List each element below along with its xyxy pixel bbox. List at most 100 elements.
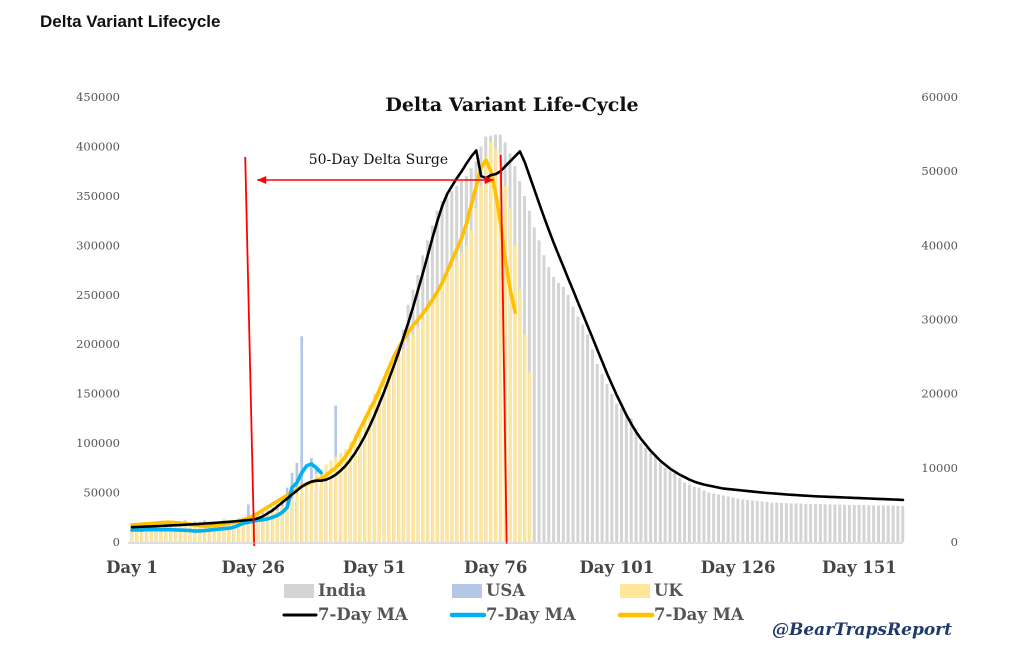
uk-bar bbox=[261, 514, 265, 542]
india-bar bbox=[852, 504, 856, 542]
india-bar bbox=[581, 324, 585, 542]
india-bar bbox=[886, 505, 890, 542]
india-bar bbox=[692, 486, 696, 542]
uk-bar bbox=[508, 208, 512, 542]
x-tick-label: Day 1 bbox=[106, 558, 158, 577]
uk-bar bbox=[305, 484, 309, 542]
uk-bar bbox=[188, 524, 192, 542]
uk-bar bbox=[499, 163, 503, 542]
uk-bar bbox=[416, 326, 420, 542]
india-bar bbox=[561, 286, 565, 542]
india-bar bbox=[721, 495, 725, 542]
uk-bar bbox=[271, 511, 275, 542]
india-bar bbox=[823, 504, 827, 542]
surge-annotation: 50-Day Delta Surge bbox=[244, 152, 508, 547]
uk-bar bbox=[281, 506, 285, 542]
india-bar bbox=[673, 472, 677, 542]
uk-bar bbox=[382, 378, 386, 542]
uk-bar bbox=[378, 386, 382, 542]
x-tick-label: Day 26 bbox=[222, 558, 285, 577]
uk-bar bbox=[441, 282, 445, 542]
uk-bar bbox=[276, 510, 280, 542]
uk-bar bbox=[373, 393, 377, 542]
uk-bar bbox=[232, 519, 236, 542]
legend-label: 7-Day MA bbox=[654, 605, 744, 624]
uk-bar bbox=[164, 525, 168, 542]
india-bar bbox=[663, 467, 667, 542]
legend-label: 7-Day MA bbox=[318, 605, 408, 624]
y-left-tick-label: 100000 bbox=[76, 436, 120, 450]
uk-bar bbox=[402, 349, 406, 542]
india-bar bbox=[542, 255, 546, 542]
india-bar bbox=[857, 505, 861, 542]
moving-average-lines bbox=[130, 149, 905, 533]
uk-bar bbox=[324, 464, 328, 543]
uk-bar bbox=[475, 208, 479, 542]
legend-swatch bbox=[620, 584, 650, 598]
legend-label: 7-Day MA bbox=[486, 605, 576, 624]
india-bar bbox=[620, 408, 624, 542]
india-bar bbox=[770, 502, 774, 542]
india-bar bbox=[736, 498, 740, 542]
uk-bar bbox=[135, 526, 139, 542]
uk-bar bbox=[392, 364, 396, 542]
uk-bar bbox=[310, 478, 314, 542]
india-bar bbox=[668, 470, 672, 542]
uk-bar bbox=[285, 503, 289, 542]
india-bar bbox=[867, 505, 871, 542]
surge-start-line bbox=[244, 156, 256, 547]
india-bar bbox=[712, 493, 716, 542]
y-left-tick-label: 150000 bbox=[76, 387, 120, 401]
uk-bar bbox=[431, 297, 435, 542]
india-bar bbox=[537, 240, 541, 542]
uk-bar bbox=[300, 488, 304, 542]
india-bar bbox=[615, 403, 619, 542]
uk-bar bbox=[397, 356, 401, 542]
uk-bar bbox=[411, 334, 415, 542]
uk-bar bbox=[504, 186, 508, 542]
india-bar bbox=[813, 504, 817, 542]
uk-bar bbox=[256, 516, 260, 542]
uk-bar bbox=[363, 415, 367, 542]
india-bar bbox=[532, 227, 536, 542]
india-bar bbox=[678, 477, 682, 542]
uk-bar bbox=[513, 245, 517, 542]
uk-bar bbox=[426, 308, 430, 543]
uk-bar bbox=[169, 524, 173, 542]
uk-bar bbox=[455, 260, 459, 542]
surge-label: 50-Day Delta Surge bbox=[309, 152, 448, 168]
y-left-tick-label: 250000 bbox=[76, 288, 120, 302]
uk-bar bbox=[237, 518, 241, 542]
uk-bar bbox=[295, 493, 299, 542]
india-bar bbox=[707, 492, 711, 542]
india-bar bbox=[547, 267, 551, 542]
india-bar bbox=[653, 454, 657, 542]
y-left-tick-label: 50000 bbox=[83, 486, 120, 500]
uk-bar bbox=[358, 427, 362, 542]
uk-bar bbox=[290, 498, 294, 542]
usa-bar bbox=[300, 336, 304, 542]
legend-swatch bbox=[284, 584, 314, 598]
uk-bar bbox=[208, 524, 212, 542]
india-bar bbox=[595, 364, 599, 542]
uk-bar bbox=[353, 434, 357, 542]
uk-bar bbox=[319, 469, 323, 542]
india-bar bbox=[571, 306, 575, 542]
india-bar bbox=[872, 505, 876, 542]
india-bar bbox=[697, 487, 701, 542]
uk-bar bbox=[174, 524, 178, 542]
uk-bar bbox=[421, 319, 425, 542]
x-tick-label: Day 101 bbox=[580, 558, 655, 577]
y-left-tick-label: 450000 bbox=[76, 90, 120, 104]
uk-bar bbox=[130, 524, 134, 542]
uk-bar bbox=[242, 520, 246, 542]
chart-title: Delta Variant Life-Cycle bbox=[385, 94, 638, 116]
y-left-tick-label: 300000 bbox=[76, 238, 120, 252]
uk-bar bbox=[460, 252, 464, 542]
india-bar bbox=[576, 316, 580, 542]
india-bar bbox=[750, 500, 754, 542]
uk-bar bbox=[470, 230, 474, 542]
uk-bar bbox=[266, 513, 270, 542]
india-bar bbox=[765, 501, 769, 542]
india-bar bbox=[741, 499, 745, 542]
